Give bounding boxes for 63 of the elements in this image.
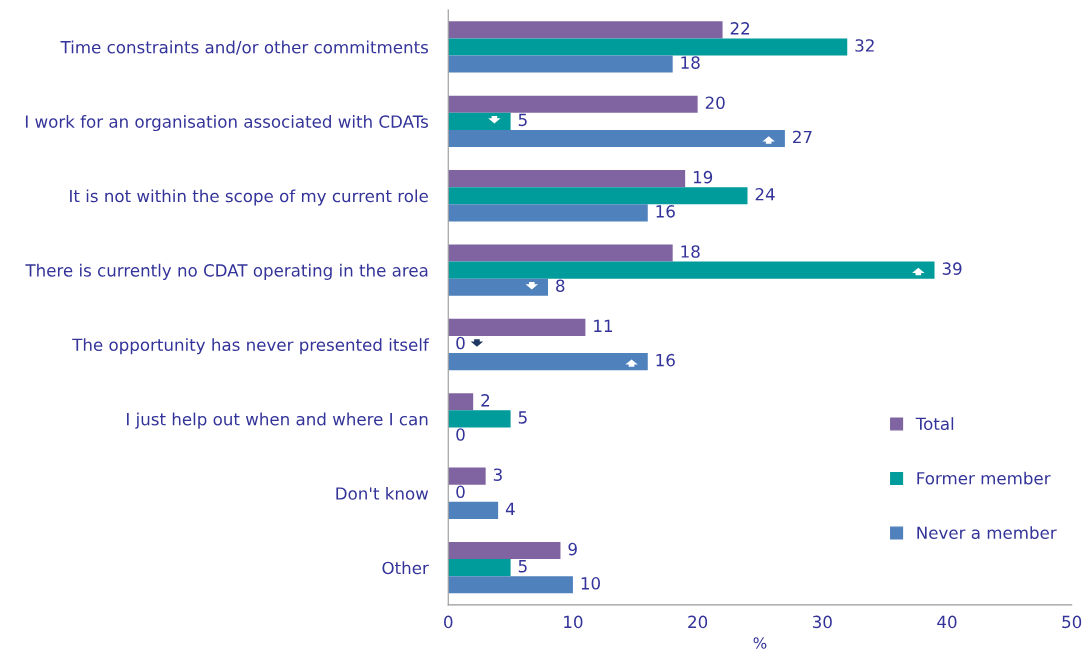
y-tick-label: Time constraints and/or other commitments (60, 40, 429, 55)
bar (448, 244, 673, 262)
bar (448, 576, 573, 594)
bar (448, 261, 935, 279)
bar (448, 318, 586, 336)
data-label: 22 (730, 22, 750, 35)
data-label: 27 (793, 130, 812, 144)
data-label: 5 (518, 411, 527, 424)
data-label: 2 (481, 394, 490, 407)
bar (448, 393, 474, 411)
data-label: 3 (493, 468, 502, 482)
legend-label: Former member (917, 471, 1051, 485)
data-label: 11 (594, 319, 613, 332)
data-label: 24 (755, 187, 775, 201)
bar (448, 204, 648, 222)
data-label: 5 (518, 560, 527, 573)
y-tick-label: The opportunity has never presented itself (72, 338, 430, 355)
bar (448, 410, 511, 428)
data-label: 10 (581, 577, 600, 590)
y-tick-label: Other (382, 561, 429, 575)
y-tick-label: Don't know (336, 486, 429, 500)
data-label: 39 (942, 262, 962, 275)
x-tick-label: 10 (564, 615, 583, 629)
x-tick-label: 0 (444, 615, 453, 629)
legend-label: Never a member (917, 526, 1057, 540)
bar (448, 21, 723, 39)
bar (448, 559, 511, 577)
bar (448, 38, 848, 56)
bar (448, 278, 548, 296)
bar (448, 55, 673, 73)
x-tick-label: 20 (688, 615, 708, 629)
data-label: 18 (681, 245, 700, 258)
bar (448, 95, 698, 113)
data-label: 16 (656, 353, 675, 367)
bar (448, 501, 499, 519)
x-tick-label: 40 (937, 615, 957, 629)
bar (448, 467, 486, 485)
data-label: 0 (456, 485, 465, 499)
data-label: 32 (855, 39, 874, 52)
bar (448, 112, 511, 130)
bar (448, 129, 785, 147)
data-label: 8 (556, 279, 565, 293)
y-tick-label: There is currently no CDAT operating in the area (25, 263, 428, 280)
data-label: 16 (656, 205, 675, 218)
legend-label: Total (915, 417, 954, 431)
bar (448, 353, 648, 371)
data-label: 20 (705, 96, 725, 110)
data-label: 5 (518, 113, 527, 127)
bar (448, 542, 561, 560)
x-axis-title: % (753, 637, 767, 649)
data-label: 9 (568, 542, 577, 556)
data-label: 0 (456, 428, 465, 441)
data-label: 18 (681, 56, 700, 69)
data-label: 4 (505, 502, 515, 515)
x-tick-label: 50 (1062, 615, 1082, 629)
y-tick-label: It is not within the scope of my current role (70, 189, 428, 206)
x-tick-label: 30 (812, 615, 832, 629)
data-label: 19 (693, 170, 713, 184)
data-label: 0 (456, 336, 465, 350)
y-tick-label: I work for an organisation associated with CDATs (25, 114, 429, 132)
bar (448, 187, 748, 205)
bar (448, 170, 686, 188)
y-tick-label: I just help out when and where I can (127, 412, 428, 429)
